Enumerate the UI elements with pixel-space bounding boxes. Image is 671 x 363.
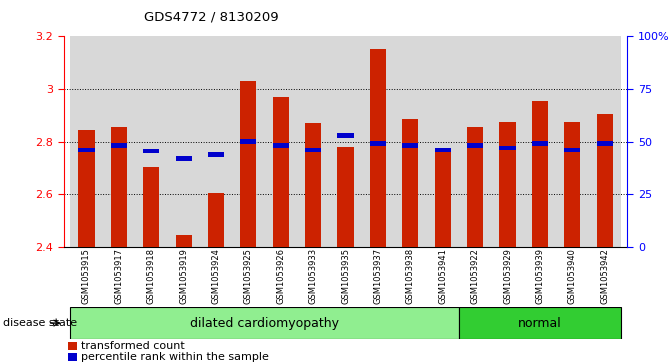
Bar [556,36,588,247]
Bar [111,143,127,148]
Bar [272,97,289,247]
Bar [499,122,515,247]
Text: transformed count: transformed count [81,341,185,351]
Bar [362,36,394,247]
Bar [338,147,354,247]
Bar [394,36,427,247]
Bar [427,36,459,247]
Text: normal: normal [518,317,562,330]
Text: percentile rank within the sample: percentile rank within the sample [81,352,268,362]
Bar [467,143,483,148]
Bar [491,36,524,247]
Bar [135,36,167,247]
Bar [435,148,451,152]
Bar [459,307,621,339]
Bar [232,36,264,247]
Bar [240,139,256,144]
Bar [79,130,95,247]
Bar [200,36,232,247]
Bar [70,307,459,339]
Bar [402,143,419,148]
Bar [532,101,548,247]
Bar [111,127,127,247]
Bar [79,148,95,152]
Text: GDS4772 / 8130209: GDS4772 / 8130209 [144,11,279,24]
Text: disease state: disease state [3,318,77,328]
Bar [208,152,224,156]
Bar [176,235,192,247]
Text: dilated cardiomyopathy: dilated cardiomyopathy [190,317,339,330]
Bar [68,342,76,350]
Bar [305,148,321,152]
Bar [329,36,362,247]
Bar [532,141,548,146]
Bar [297,36,329,247]
Bar [68,353,76,361]
Bar [588,36,621,247]
Bar [597,114,613,247]
Bar [103,36,135,247]
Bar [240,81,256,247]
Bar [305,123,321,247]
Bar [143,167,159,247]
Bar [597,141,613,146]
Bar [264,36,297,247]
Bar [208,193,224,247]
Bar [564,148,580,152]
Bar [338,133,354,138]
Bar [435,150,451,247]
Bar [370,141,386,146]
Bar [524,36,556,247]
Bar [272,143,289,148]
Bar [499,146,515,150]
Bar [167,36,200,247]
Bar [459,36,491,247]
Bar [370,49,386,247]
Bar [70,36,103,247]
Bar [564,122,580,247]
Bar [143,149,159,154]
Bar [467,127,483,247]
Bar [176,156,192,161]
Bar [402,119,419,247]
